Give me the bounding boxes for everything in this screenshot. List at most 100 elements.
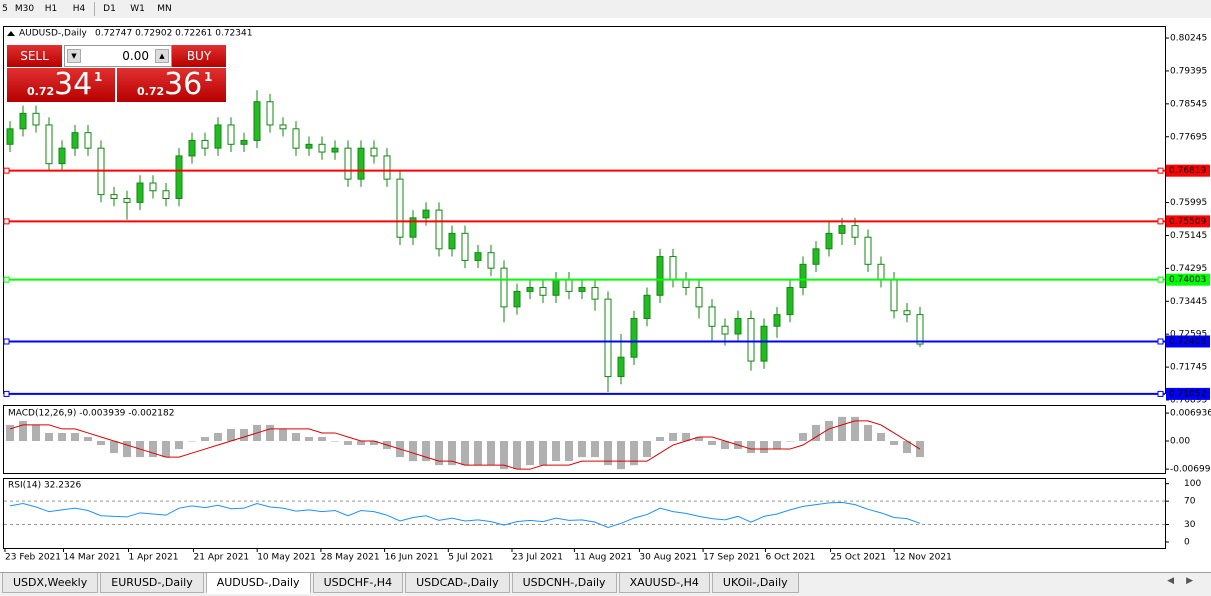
macd-bar — [877, 432, 885, 442]
lot-down[interactable]: ▼ — [67, 49, 81, 63]
candle-body — [903, 310, 911, 316]
x-tick-label: 25 Oct 2021 — [831, 553, 887, 563]
timeframe-button[interactable]: D1 — [103, 4, 116, 14]
timeframe-button[interactable]: M30 — [14, 4, 35, 14]
macd-bar — [331, 441, 339, 442]
x-tick-label: 1 Apr 2021 — [129, 553, 179, 563]
candle-body — [630, 317, 638, 358]
chart-tab[interactable]: USDX,Weekly — [2, 573, 99, 593]
macd-bar — [799, 432, 807, 442]
chart-tab[interactable]: USDCAD-,Daily — [405, 573, 510, 593]
candle-body — [396, 178, 404, 238]
candle-body — [734, 317, 742, 335]
chart-tab[interactable]: UKOil-,Daily — [711, 573, 799, 593]
candle-body — [825, 232, 833, 250]
chart-tabs: USDX,Weekly EURUSD-,Daily AUDUSD-,Daily USD… — [0, 572, 1211, 596]
level-handle — [3, 390, 10, 397]
timeframe-button[interactable]: 5 — [2, 4, 8, 14]
candle-body — [526, 287, 534, 292]
candle-body — [292, 128, 300, 149]
timeframe-button[interactable]: H4 — [72, 4, 86, 14]
macd-bar — [318, 436, 326, 442]
candle-body — [305, 143, 313, 149]
y-tick-label: 0.00 — [1170, 437, 1190, 447]
level-label-box — [1166, 273, 1210, 286]
rsi-line — [9, 501, 921, 528]
candle-body — [552, 279, 560, 296]
candle-body — [422, 209, 430, 219]
candle-body — [708, 306, 716, 327]
candle-body — [123, 197, 131, 203]
candle-body — [474, 252, 482, 261]
chart-tab[interactable]: XAUUSD-,H4 — [618, 573, 710, 593]
lot-up[interactable]: ▲ — [155, 49, 169, 63]
level-label: 0.76819 — [1169, 166, 1206, 176]
macd-bar — [656, 436, 664, 442]
sell-button[interactable]: SELL — [7, 45, 62, 67]
x-tick-label: 21 Apr 2021 — [194, 553, 250, 563]
level-label-box — [1166, 387, 1210, 400]
macd-bar — [708, 441, 716, 446]
candle-body — [344, 147, 352, 180]
candle-body — [110, 194, 118, 199]
macd-bar — [565, 441, 573, 462]
price-sup: 1 — [204, 70, 213, 84]
x-tick-label: 17 Sep 2021 — [703, 553, 760, 563]
y-tick-label: 0 — [1184, 538, 1190, 548]
x-tick-label: 23 Jul 2021 — [512, 553, 563, 563]
macd-bar — [266, 424, 274, 442]
sell-price[interactable]: 0.72 34 1 — [7, 67, 115, 102]
candle-body — [318, 143, 326, 153]
y-tick-label: 0.71745 — [1170, 363, 1207, 373]
candle-body — [331, 147, 339, 153]
buy-price[interactable]: 0.72 36 1 — [117, 67, 226, 102]
candle-body — [669, 256, 677, 281]
macd-bar — [539, 441, 547, 466]
candle-body — [201, 139, 209, 149]
candle-body — [84, 132, 92, 149]
candle-body — [19, 112, 27, 130]
macd-bar — [175, 441, 183, 450]
level-label-box — [1166, 164, 1210, 177]
buy-button[interactable]: BUY — [172, 45, 226, 67]
macd-bar — [812, 424, 820, 442]
macd-bar — [591, 441, 599, 458]
lot-input[interactable]: ▼ 0.00 ▲ — [64, 45, 172, 67]
chart-tab[interactable]: USDCHF-,H4 — [312, 573, 404, 593]
macd-bar — [695, 436, 703, 442]
y-tick-label: 0.70895 — [1170, 395, 1207, 405]
y-tick-label: 0.80245 — [1170, 34, 1207, 44]
candle-body — [461, 232, 469, 261]
chart-tab[interactable]: AUDUSD-,Daily — [205, 573, 311, 594]
candle-body — [890, 279, 898, 312]
macd-bar — [162, 441, 170, 458]
candle-body — [383, 155, 391, 180]
price-big: 36 — [164, 67, 203, 102]
tab-arrows[interactable]: ◀▶ — [1167, 576, 1205, 586]
timeframe-button[interactable]: MN — [157, 4, 172, 14]
level-handle — [3, 218, 10, 225]
macd-bar — [604, 441, 612, 466]
timeframe-button[interactable]: H1 — [44, 4, 58, 14]
candle-body — [786, 287, 794, 316]
y-tick-label: 0.75995 — [1170, 198, 1207, 208]
level-handle — [1157, 167, 1164, 174]
macd-bar — [864, 424, 872, 442]
chart-tab[interactable]: USDCNH-,Daily — [511, 573, 617, 593]
macd-bar — [643, 441, 651, 458]
chart-tab[interactable]: EURUSD-,Daily — [100, 573, 204, 593]
candle-body — [851, 225, 859, 238]
x-tick-label: 11 Aug 2021 — [574, 553, 632, 563]
macd-bar — [240, 428, 248, 442]
y-tick-label: 0.79395 — [1170, 66, 1207, 76]
macd-bar — [110, 441, 118, 454]
one-click-trading: SELL ▼ 0.00 ▲ BUY 0.72 34 1 0.72 36 1 — [7, 45, 227, 102]
candle-body — [45, 124, 53, 165]
macd-bar — [201, 436, 209, 442]
macd-bar — [279, 428, 287, 442]
macd-bar — [669, 432, 677, 442]
timeframe-button[interactable]: W1 — [130, 4, 145, 14]
macd-bar — [71, 432, 79, 442]
macd-bar — [461, 441, 469, 466]
